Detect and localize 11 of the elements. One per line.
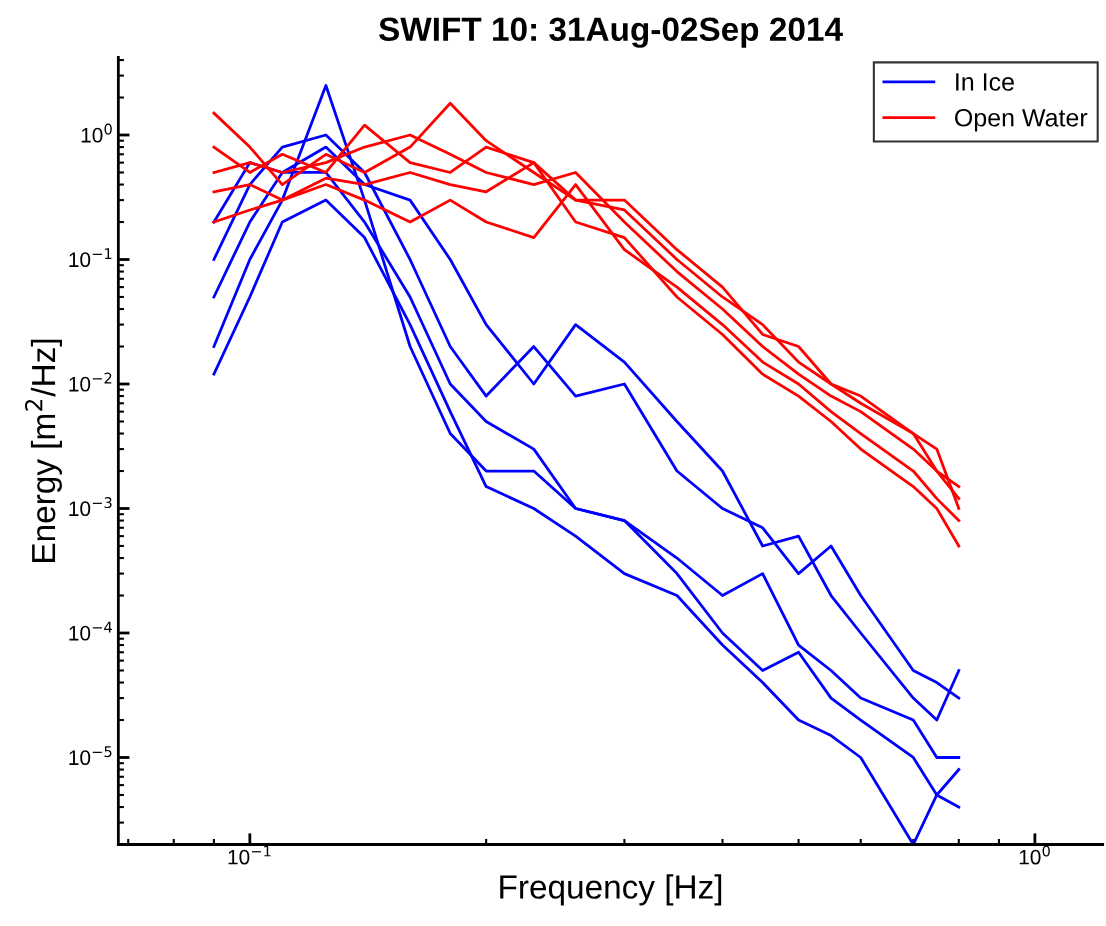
y-tick-label: 10$^{−3}$ [69,497,112,517]
chart-title: SWIFT 10: 31Aug-02Sep 2014 [379,17,843,48]
y-tick-label: 10$^{−1}$ [69,248,112,268]
y-tick-label: 10$^{0}$ [81,123,112,143]
y-tick-label: 10$^{−4}$ [69,621,112,641]
legend-label: Open Water [955,108,1088,132]
y-tick-label: 10$^{−2}$ [69,372,112,392]
y-axis-title: Energy [m$^{2}$/Hz] [24,339,62,562]
legend-label: In Ice [956,73,1014,91]
x-axis-title: Frequency [Hz] [500,874,722,906]
y-tick-label: 10$^{−5}$ [69,746,112,766]
